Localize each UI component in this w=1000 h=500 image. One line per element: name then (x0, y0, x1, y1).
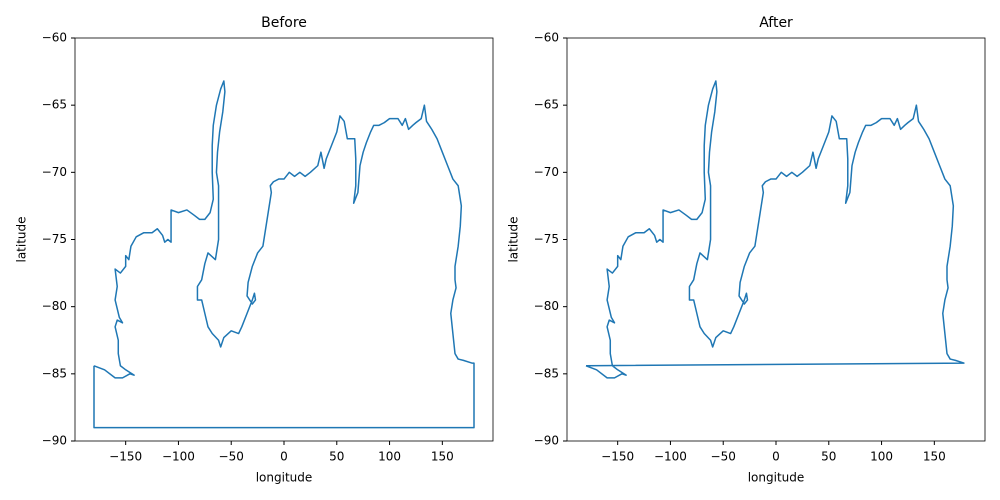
coastline (93, 80, 475, 429)
y-tick-label: −60 (42, 31, 67, 45)
x-axis-label: longitude (748, 471, 805, 485)
x-tick-label: 0 (280, 450, 288, 464)
y-tick-label: −75 (42, 232, 67, 246)
x-tick-label: 50 (329, 450, 344, 464)
y-tick-label: −60 (534, 31, 559, 45)
x-tick-label: −100 (162, 450, 195, 464)
x-tick-label: −150 (601, 450, 634, 464)
y-axis-label: latitude (507, 216, 521, 262)
coastline (585, 80, 965, 379)
y-tick-label: −85 (42, 366, 67, 380)
panel-title: After (759, 15, 793, 31)
panel-title: Before (261, 15, 307, 31)
y-axis-label: latitude (15, 216, 29, 262)
y-tick-label: −80 (534, 299, 559, 313)
y-tick-label: −70 (534, 165, 559, 179)
x-tick-label: 100 (378, 450, 401, 464)
x-tick-label: 150 (923, 450, 946, 464)
x-tick-label: −50 (219, 450, 244, 464)
y-tick-label: −90 (42, 434, 67, 448)
y-tick-label: −90 (534, 434, 559, 448)
x-tick-label: −50 (711, 450, 736, 464)
plot-frame (566, 37, 986, 442)
y-tick-label: −80 (42, 299, 67, 313)
y-tick-label: −70 (42, 165, 67, 179)
x-tick-label: 50 (821, 450, 836, 464)
y-tick-label: −75 (534, 232, 559, 246)
x-axis-label: longitude (256, 471, 313, 485)
x-tick-label: −150 (109, 450, 142, 464)
y-tick-label: −65 (42, 98, 67, 112)
x-tick-label: 0 (772, 450, 780, 464)
x-tick-label: 100 (870, 450, 893, 464)
y-tick-label: −85 (534, 366, 559, 380)
plot-frame (74, 37, 494, 442)
y-tick-label: −65 (534, 98, 559, 112)
x-tick-label: 150 (431, 450, 454, 464)
x-tick-label: −100 (654, 450, 687, 464)
